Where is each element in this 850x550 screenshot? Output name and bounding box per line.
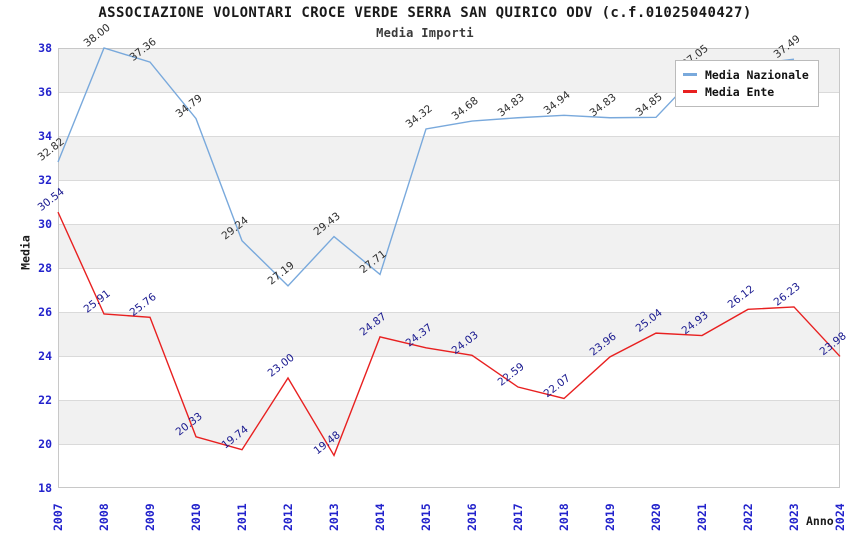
plot-band bbox=[58, 312, 840, 356]
legend: Media Nazionale Media Ente bbox=[675, 60, 819, 107]
y-axis-title: Media bbox=[18, 235, 33, 270]
y-tick-label: 36 bbox=[38, 85, 52, 99]
data-label: 30.54 bbox=[36, 186, 67, 214]
legend-item-media-nazionale[interactable]: Media Nazionale bbox=[683, 66, 809, 83]
legend-label: Media Nazionale bbox=[705, 67, 809, 82]
svg-text:26.12: 26.12 bbox=[726, 283, 757, 311]
data-label: 34.83 bbox=[496, 91, 527, 119]
legend-label: Media Ente bbox=[705, 84, 775, 99]
data-label: 25.91 bbox=[82, 288, 113, 316]
data-label: 34.32 bbox=[404, 103, 435, 131]
x-tick-label: 2007 bbox=[51, 503, 65, 531]
x-tick-label: 2023 bbox=[787, 503, 801, 531]
y-tick-label: 30 bbox=[38, 217, 52, 231]
y-tick-label: 22 bbox=[38, 393, 52, 407]
legend-swatch bbox=[683, 73, 697, 76]
x-tick-label: 2015 bbox=[419, 503, 433, 531]
x-tick-label: 2008 bbox=[97, 503, 111, 531]
x-tick-label: 2013 bbox=[327, 503, 341, 531]
x-tick-label: 2014 bbox=[373, 503, 387, 531]
data-label: 22.59 bbox=[496, 361, 527, 389]
svg-text:34.94: 34.94 bbox=[542, 89, 573, 117]
svg-text:22.59: 22.59 bbox=[496, 361, 527, 389]
x-tick-label: 2018 bbox=[557, 503, 571, 531]
x-tick-label: 2022 bbox=[741, 503, 755, 531]
x-tick-label: 2019 bbox=[603, 503, 617, 531]
x-tick-label: 2017 bbox=[511, 503, 525, 531]
svg-text:34.83: 34.83 bbox=[496, 91, 527, 119]
svg-text:26.23: 26.23 bbox=[772, 281, 803, 309]
data-label: 34.85 bbox=[634, 91, 665, 119]
x-tick-label: 2011 bbox=[235, 503, 249, 531]
y-tick-label: 26 bbox=[38, 305, 52, 319]
svg-text:22.07: 22.07 bbox=[542, 372, 573, 400]
x-tick-label: 2024 bbox=[833, 503, 847, 531]
data-label: 22.07 bbox=[542, 372, 573, 400]
data-label: 34.94 bbox=[542, 89, 573, 117]
y-tick-label: 24 bbox=[38, 349, 52, 363]
svg-text:30.54: 30.54 bbox=[36, 186, 67, 214]
x-tick-label: 2010 bbox=[189, 503, 203, 531]
svg-text:34.32: 34.32 bbox=[404, 103, 435, 131]
x-tick-label: 2016 bbox=[465, 503, 479, 531]
svg-text:34.85: 34.85 bbox=[634, 91, 665, 119]
y-tick-label: 32 bbox=[38, 173, 52, 187]
y-tick-label: 28 bbox=[38, 261, 52, 275]
x-tick-label: 2009 bbox=[143, 503, 157, 531]
svg-text:34.83: 34.83 bbox=[588, 91, 619, 119]
data-label: 34.83 bbox=[588, 91, 619, 119]
y-tick-label: 20 bbox=[38, 437, 52, 451]
y-tick-label: 34 bbox=[38, 129, 52, 143]
y-tick-label: 18 bbox=[38, 481, 52, 495]
data-label: 26.23 bbox=[772, 281, 803, 309]
plot-band bbox=[58, 224, 840, 268]
x-tick-label: 2021 bbox=[695, 503, 709, 531]
plot-border bbox=[58, 48, 840, 488]
plot-band bbox=[58, 136, 840, 180]
legend-item-media-ente[interactable]: Media Ente bbox=[683, 83, 809, 100]
series-line-media-ente bbox=[57, 211, 841, 458]
data-label: 26.12 bbox=[726, 283, 757, 311]
x-tick-label: 2020 bbox=[649, 503, 663, 531]
svg-text:34.68: 34.68 bbox=[450, 95, 481, 123]
legend-swatch bbox=[683, 90, 697, 93]
x-tick-label: 2012 bbox=[281, 503, 295, 531]
series-line-media-nazionale bbox=[57, 47, 795, 287]
svg-text:25.91: 25.91 bbox=[82, 288, 113, 316]
x-axis-title: Anno bbox=[806, 514, 834, 528]
plot-band bbox=[58, 400, 840, 444]
data-label: 34.68 bbox=[450, 95, 481, 123]
chart-subtitle: Media Importi bbox=[376, 26, 474, 40]
y-tick-label: 38 bbox=[38, 41, 52, 55]
chart-title: ASSOCIAZIONE VOLONTARI CROCE VERDE SERRA… bbox=[98, 5, 752, 21]
